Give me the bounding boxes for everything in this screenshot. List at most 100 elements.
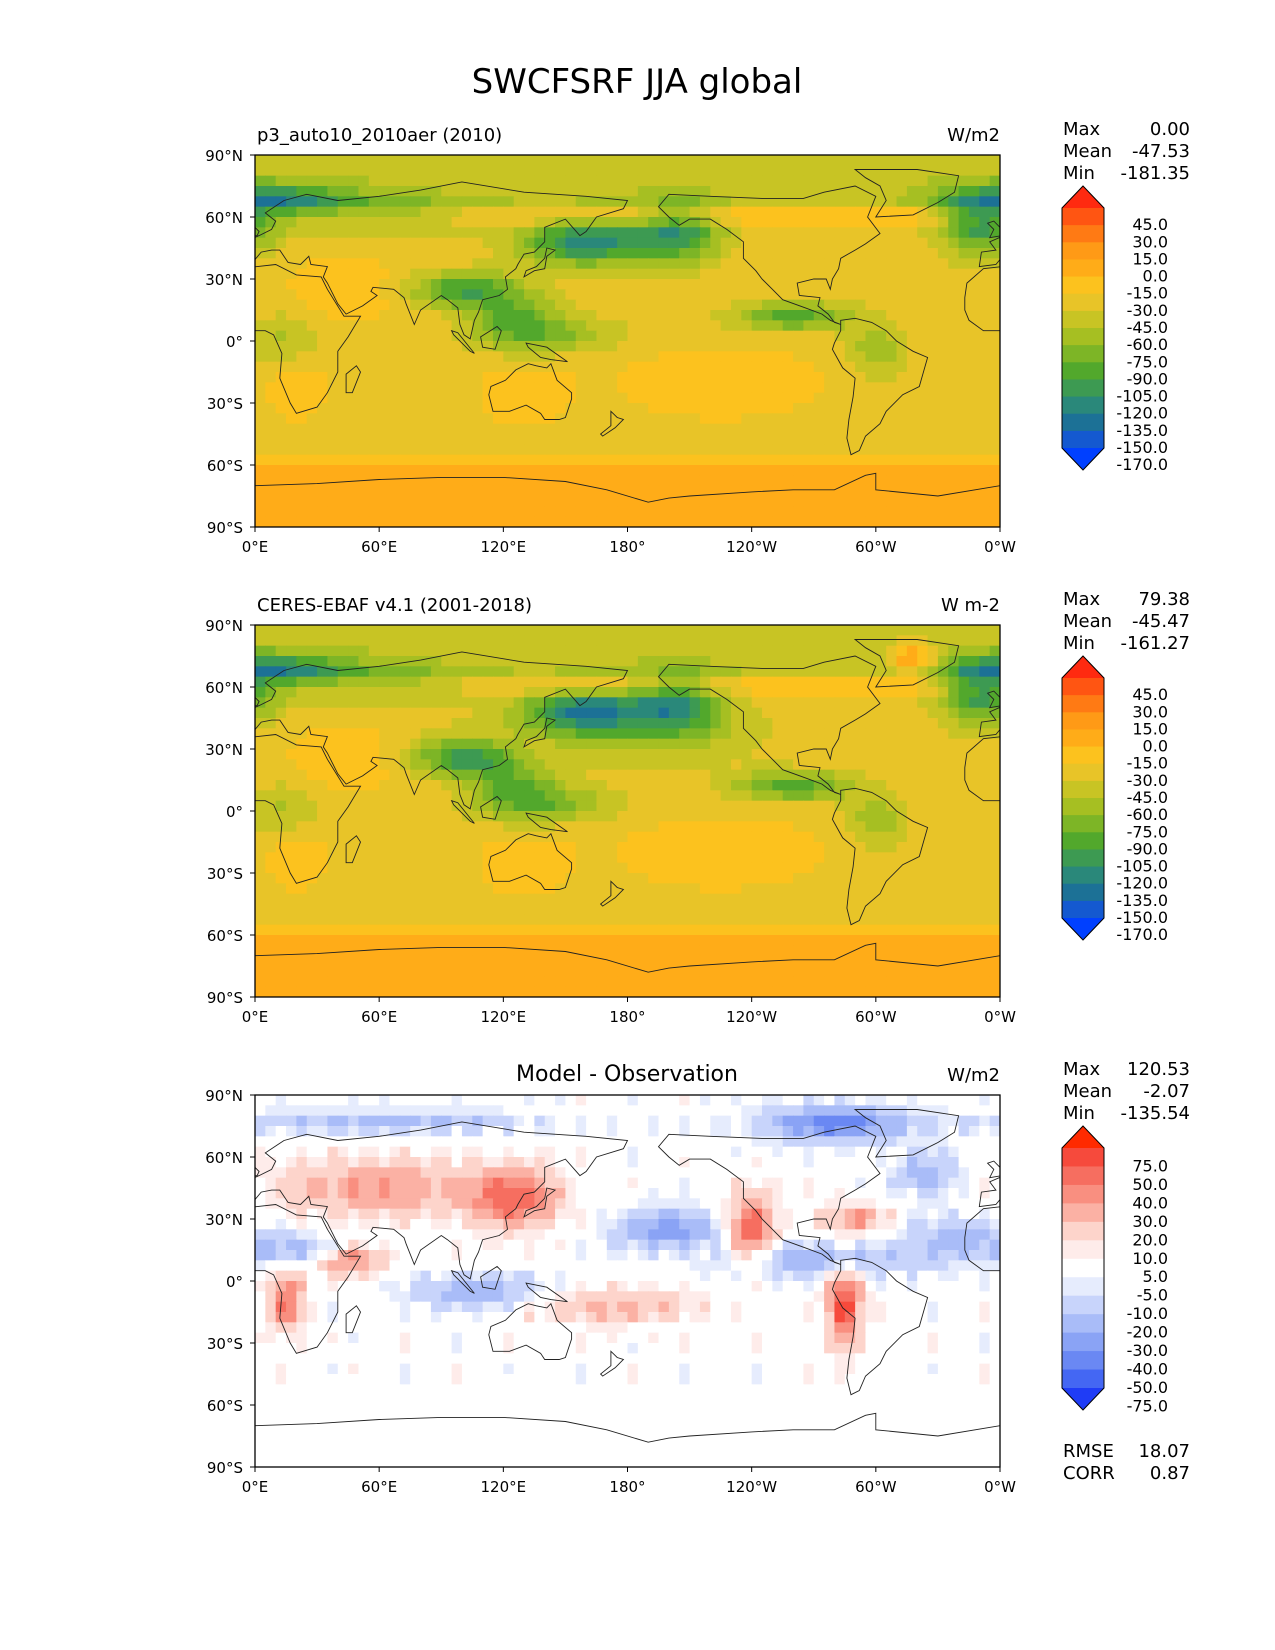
- coastline-africa: [255, 734, 362, 884]
- colorbar-extend-min: [1062, 918, 1104, 940]
- colorbar-tick-label: 30.0: [1132, 1212, 1168, 1231]
- lat-tick-label: 0°: [226, 1273, 243, 1291]
- lat-tick-label: 60°N: [205, 209, 243, 227]
- coastline-greenland: [853, 169, 960, 218]
- stats-block: Max 120.53 Mean -2.07 Min -135.54 RMSE 18.07 COR…: [1063, 1059, 1190, 1484]
- colorbar: 45.030.015.00.0-15.0-30.0-45.0-60.0-75.0…: [1061, 655, 1168, 944]
- coastline-newGuinea: [525, 812, 568, 833]
- stat-label: Min: [1063, 1103, 1095, 1124]
- colorbar-segment: [1062, 746, 1104, 765]
- colorbar-tick-label: -30.0: [1127, 1341, 1168, 1360]
- stat-label: Min: [1063, 163, 1095, 184]
- coastline-uk: [986, 1160, 1000, 1179]
- colorbar-tick-label: 5.0: [1143, 1267, 1168, 1286]
- colorbar-tick-label: -10.0: [1127, 1304, 1168, 1323]
- stat-value: -135.54: [1121, 1103, 1190, 1124]
- colorbar: 45.030.015.00.0-15.0-30.0-45.0-60.0-75.0…: [1061, 185, 1168, 474]
- coastline-borneo: [480, 1265, 502, 1290]
- colorbar-tick-label: 10.0: [1132, 1249, 1168, 1268]
- colorbar-tick-label: -75.0: [1127, 352, 1168, 371]
- lon-tick-label: 60°E: [361, 1478, 397, 1496]
- lat-tick-label: 90°N: [205, 1087, 243, 1105]
- colorbar-segment: [1062, 259, 1104, 278]
- lat-tick-label: 90°S: [207, 1459, 243, 1477]
- panel-units: W m-2: [941, 595, 1000, 616]
- colorbar-extend-min: [1062, 1388, 1104, 1410]
- coastline-africa: [255, 1204, 362, 1354]
- colorbar-extend-max: [1062, 656, 1104, 678]
- colorbar-tick-label: -120.0: [1116, 404, 1168, 423]
- colorbar-segment: [1062, 1295, 1104, 1315]
- lon-tick-label: 120°W: [726, 538, 777, 556]
- coastline-newZealand: [599, 880, 625, 907]
- stat-value: 120.53: [1127, 1059, 1190, 1080]
- lat-tick-label: 30°S: [207, 395, 243, 413]
- colorbar-segment: [1062, 1203, 1104, 1223]
- coastlines: [255, 1109, 1000, 1467]
- colorbar-tick-label: 0.0: [1143, 267, 1168, 286]
- colorbar-segment: [1062, 832, 1104, 850]
- stat-value: 18.07: [1138, 1441, 1190, 1462]
- colorbar-segment: [1062, 362, 1104, 380]
- stat-label: CORR: [1063, 1463, 1115, 1484]
- colorbar-segment: [1062, 798, 1104, 816]
- coastlines: [255, 639, 1000, 997]
- colorbar-tick-label: -20.0: [1127, 1323, 1168, 1342]
- stat-value: -45.47: [1132, 611, 1190, 632]
- stat-label: RMSE: [1063, 1441, 1114, 1462]
- figure-title: SWCFSRF JJA global: [472, 62, 803, 102]
- colorbar-segment: [1062, 763, 1104, 782]
- lat-tick-label: 60°N: [205, 679, 243, 697]
- colorbar-tick-label: -90.0: [1127, 839, 1168, 858]
- coastline-northAmerica: [657, 185, 881, 325]
- coastline-newGuinea: [525, 342, 568, 363]
- colorbar-segment: [1062, 345, 1104, 363]
- colorbar-tick-label: -50.0: [1127, 1378, 1168, 1397]
- coastline-australia: [488, 832, 573, 890]
- panel-difference: Model - Observation W/m2 90°N 60°N 30°N 0° 3…: [205, 1059, 1190, 1496]
- colorbar-tick-label: -30.0: [1127, 301, 1168, 320]
- coastline-newZealand: [599, 410, 625, 437]
- panel-left-title: CERES-EBAF v4.1 (2001-2018): [257, 595, 532, 616]
- lon-tick-label: 60°W: [855, 1008, 897, 1026]
- colorbar-tick-label: -15.0: [1127, 284, 1168, 303]
- colorbar-outline: [1061, 1125, 1105, 1411]
- coastline-antarctica: [255, 472, 1000, 527]
- colorbar-segment: [1062, 379, 1104, 398]
- lon-tick-label: 60°E: [361, 1008, 397, 1026]
- colorbar-segment: [1062, 1277, 1104, 1297]
- lon-tick-label: 60°W: [855, 538, 897, 556]
- stat-value: -47.53: [1132, 141, 1190, 162]
- panel-model: p3_auto10_2010aer (2010) W/m2 90°N 60°N 30…: [205, 119, 1190, 556]
- colorbar-tick-label: -5.0: [1137, 1286, 1168, 1305]
- coastline-southAmerica: [831, 1257, 929, 1396]
- colorbar-segment: [1062, 866, 1104, 885]
- coastline-newZealand: [599, 1350, 625, 1377]
- colorbar-segment: [1062, 780, 1104, 799]
- colorbar-segment: [1062, 1166, 1104, 1186]
- coastline-madagascar: [345, 835, 362, 864]
- stats-block: Max 79.38 Mean -45.47 Min -161.27: [1063, 589, 1190, 654]
- stats-block: Max 0.00 Mean -47.53 Min -181.35: [1063, 119, 1190, 184]
- coastline-antarctica: [255, 1412, 1000, 1467]
- colorbar-segment: [1062, 1314, 1104, 1334]
- coastline-borneo: [480, 325, 502, 350]
- lon-tick-label: 120°E: [481, 538, 527, 556]
- coastline-northAmerica: [657, 1125, 881, 1265]
- stat-label: Max: [1063, 119, 1101, 140]
- lat-tick-label: 60°S: [207, 1397, 243, 1415]
- coastline-madagascar: [345, 1305, 362, 1334]
- lon-tick-label: 120°W: [726, 1008, 777, 1026]
- colorbar-tick-label: -60.0: [1127, 805, 1168, 824]
- colorbar-outline: [1061, 655, 1105, 941]
- colorbar-segment: [1062, 276, 1104, 295]
- stat-label: Max: [1063, 1059, 1101, 1080]
- lat-tick-label: 0°: [226, 803, 243, 821]
- colorbar-tick-label: -105.0: [1116, 387, 1168, 406]
- lon-tick-label: 180°: [609, 538, 645, 556]
- lat-tick-label: 30°N: [205, 1211, 243, 1229]
- coastline-uk: [255, 696, 260, 707]
- stat-label: Min: [1063, 633, 1095, 654]
- colorbar-segment: [1062, 225, 1104, 243]
